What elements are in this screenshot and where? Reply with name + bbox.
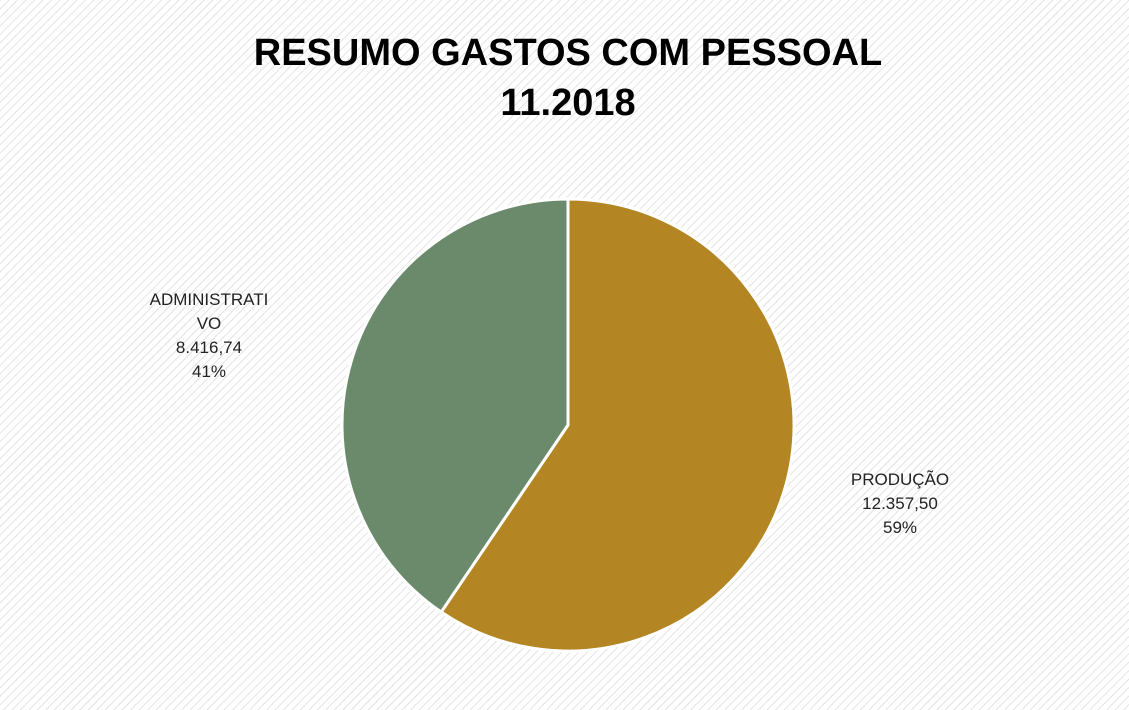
data-label: ADMINISTRATIVO 8.416,74 41% [145,288,273,384]
pie-slice [340,197,570,615]
category-label: PRODUÇÃO [850,470,950,489]
chart-subtitle: 11.2018 [500,82,635,124]
percent-label: 41% [191,362,227,381]
data-label: PRODUÇÃO 12.357,50 59% [836,468,964,540]
value-label: 8.416,74 [175,338,243,357]
pie-slice [439,197,796,653]
category-label: ADMINISTRATIVO [149,290,269,333]
value-label: 12.357,50 [862,494,938,513]
percent-label: 59% [882,518,918,537]
chart-title: RESUMO GASTOS COM PESSOAL [254,32,882,74]
